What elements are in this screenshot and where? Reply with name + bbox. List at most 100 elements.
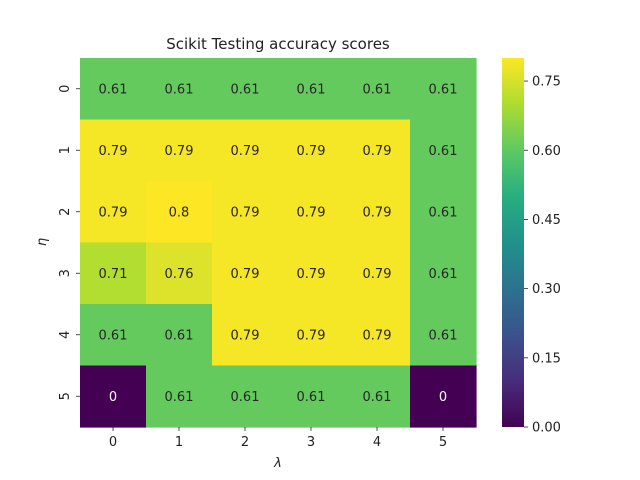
heatmap-cell-5-1 <box>146 365 213 428</box>
cell-annotation: 0.8 <box>169 205 190 220</box>
heatmap-cell-5-5 <box>410 365 477 428</box>
heatmap-cell-4-0 <box>80 304 147 367</box>
x-tick-label: 1 <box>175 435 183 450</box>
colorbar <box>502 58 524 427</box>
cell-annotation: 0.79 <box>231 205 260 220</box>
colorbar-tick-label: 0.30 <box>532 282 561 297</box>
colorbar-tick-label: 0.60 <box>532 144 561 159</box>
heatmap-cell-1-1 <box>146 119 213 182</box>
heatmap-cell-0-5 <box>410 58 477 121</box>
heatmap-cell-0-4 <box>344 58 411 121</box>
heatmap-cell-2-0 <box>80 181 147 244</box>
heatmap-cell-1-3 <box>278 119 345 182</box>
heatmap-cell-2-1 <box>146 181 213 244</box>
cell-annotation: 0.79 <box>231 328 260 343</box>
x-tick-label: 0 <box>109 435 117 450</box>
cell-annotation: 0.61 <box>429 205 458 220</box>
x-axis: 0 1 2 3 4 5 <box>109 427 447 450</box>
heatmap-cell-0-1 <box>146 58 213 121</box>
cell-annotation: 0.76 <box>165 267 194 282</box>
heatmap-cell-0-3 <box>278 58 345 121</box>
cell-annotation: 0.61 <box>363 390 392 405</box>
x-tick-label: 2 <box>241 435 249 450</box>
cell-annotation: 0.79 <box>231 144 260 159</box>
heatmap-cell-4-3 <box>278 304 345 367</box>
heatmap-cell-3-2 <box>212 242 279 305</box>
heatmap-cell-4-2 <box>212 304 279 367</box>
cell-annotation: 0.79 <box>297 267 326 282</box>
cell-annotation: 0.79 <box>231 267 260 282</box>
cell-annotation: 0.61 <box>297 390 326 405</box>
y-tick-label: 3 <box>58 269 73 277</box>
heatmap-cell-2-3 <box>278 181 345 244</box>
heatmap-cell-5-4 <box>344 365 411 428</box>
heatmap-cell-1-2 <box>212 119 279 182</box>
y-tick-label: 5 <box>58 392 73 400</box>
heatmap-cell-3-5 <box>410 242 477 305</box>
cell-annotation: 0.61 <box>99 82 128 97</box>
cell-annotation: 0.79 <box>363 205 392 220</box>
heatmap-cell-1-4 <box>344 119 411 182</box>
y-axis: 0 1 2 3 4 5 <box>58 85 80 400</box>
chart-title: Scikit Testing accuracy scores <box>166 35 390 53</box>
heatmap-cell-2-2 <box>212 181 279 244</box>
cell-annotation: 0.71 <box>99 267 128 282</box>
colorbar-axis: 0.00 0.15 0.30 0.45 0.60 0.75 <box>524 75 561 436</box>
cell-annotation: 0.61 <box>231 82 260 97</box>
cell-annotation: 0.61 <box>165 390 194 405</box>
colorbar-tick-label: 0.15 <box>532 351 561 366</box>
cell-annotation: 0.79 <box>99 144 128 159</box>
heatmap-cell-1-5 <box>410 119 477 182</box>
cell-annotation: 0.79 <box>297 205 326 220</box>
cell-annotation: 0.61 <box>165 82 194 97</box>
cell-annotation: 0.61 <box>429 144 458 159</box>
colorbar-tick-label: 0.00 <box>532 421 561 436</box>
cell-annotation: 0.79 <box>297 328 326 343</box>
cell-annotation: 0.61 <box>429 267 458 282</box>
heatmap-cells <box>80 58 477 428</box>
cell-annotation: 0.79 <box>297 144 326 159</box>
heatmap-cell-0-0 <box>80 58 147 121</box>
heatmap-cell-3-0 <box>80 242 147 305</box>
cell-annotation: 0 <box>439 390 447 405</box>
cell-annotation: 0.61 <box>429 328 458 343</box>
heatmap-cell-4-1 <box>146 304 213 367</box>
heatmap-cell-0-2 <box>212 58 279 121</box>
heatmap-cell-5-0 <box>80 365 147 428</box>
x-tick-label: 4 <box>373 435 381 450</box>
cell-annotation: 0.79 <box>363 144 392 159</box>
cell-annotation: 0 <box>109 390 117 405</box>
heatmap-cell-3-3 <box>278 242 345 305</box>
heatmap-cell-4-4 <box>344 304 411 367</box>
heatmap-cell-3-1 <box>146 242 213 305</box>
heatmap-cell-2-4 <box>344 181 411 244</box>
cell-annotation: 0.61 <box>297 82 326 97</box>
y-tick-label: 4 <box>58 331 73 339</box>
heatmap-cell-1-0 <box>80 119 147 182</box>
y-tick-label: 1 <box>58 146 73 154</box>
heatmap-cell-5-3 <box>278 365 345 428</box>
cell-annotation: 0.79 <box>363 267 392 282</box>
cell-annotation: 0.61 <box>429 82 458 97</box>
y-axis-label: η <box>35 238 50 246</box>
cell-annotation: 0.79 <box>99 205 128 220</box>
cell-annotation: 0.61 <box>363 82 392 97</box>
colorbar-tick-label: 0.45 <box>532 213 561 228</box>
cell-annotation: 0.79 <box>165 144 194 159</box>
heatmap-cell-2-5 <box>410 181 477 244</box>
x-tick-label: 3 <box>307 435 315 450</box>
cell-annotation: 0.79 <box>363 328 392 343</box>
colorbar-tick-label: 0.75 <box>532 75 561 90</box>
cell-annotations: 0.61 0.61 0.61 0.61 0.61 0.61 0.79 0.79 0.79 0.79… <box>99 82 458 405</box>
y-tick-label: 0 <box>58 85 73 93</box>
heatmap-cell-4-5 <box>410 304 477 367</box>
y-tick-label: 2 <box>58 208 73 216</box>
x-tick-label: 5 <box>439 435 447 450</box>
heatmap-cell-5-2 <box>212 365 279 428</box>
cell-annotation: 0.61 <box>99 328 128 343</box>
heatmap-cell-3-4 <box>344 242 411 305</box>
x-axis-label: λ <box>273 456 282 471</box>
cell-annotation: 0.61 <box>165 328 194 343</box>
cell-annotation: 0.61 <box>231 390 260 405</box>
